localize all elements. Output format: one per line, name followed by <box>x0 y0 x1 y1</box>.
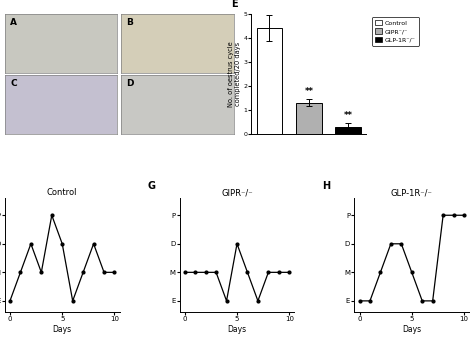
Text: **: ** <box>304 87 313 96</box>
Text: E: E <box>231 0 237 9</box>
X-axis label: Days: Days <box>402 325 421 334</box>
Legend: Control, GIPR⁻/⁻, GLP-1R⁻/⁻: Control, GIPR⁻/⁻, GLP-1R⁻/⁻ <box>372 17 419 45</box>
Bar <box>296 103 322 134</box>
Title: Control: Control <box>47 188 77 197</box>
Text: B: B <box>127 18 133 27</box>
Text: **: ** <box>344 111 353 120</box>
Title: GIPR⁻/⁻: GIPR⁻/⁻ <box>221 188 253 197</box>
Text: G: G <box>147 181 155 191</box>
Text: D: D <box>127 79 134 88</box>
X-axis label: Days: Days <box>228 325 246 334</box>
Y-axis label: No. of oestrus cycle
completed/20 days: No. of oestrus cycle completed/20 days <box>228 41 241 107</box>
Bar <box>256 28 282 134</box>
Text: A: A <box>10 18 18 27</box>
Text: H: H <box>322 181 330 191</box>
Text: C: C <box>10 79 17 88</box>
Bar <box>336 127 361 134</box>
X-axis label: Days: Days <box>53 325 72 334</box>
Title: GLP-1R⁻/⁻: GLP-1R⁻/⁻ <box>391 188 433 197</box>
